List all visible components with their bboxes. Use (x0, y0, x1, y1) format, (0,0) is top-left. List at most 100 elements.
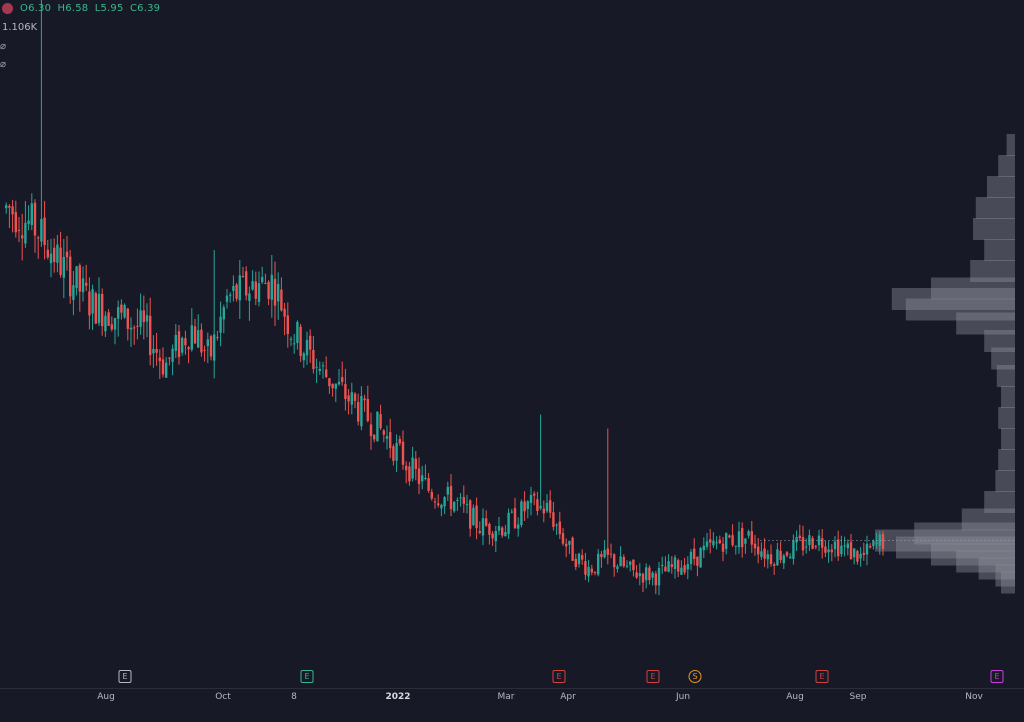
hide-indicator-icon[interactable]: ⌀ (0, 41, 7, 52)
candle-body (702, 545, 705, 551)
candle-body (609, 553, 613, 555)
candle-body (171, 348, 174, 362)
earnings-event-icon[interactable]: E (990, 670, 1004, 683)
candle-body (94, 293, 97, 324)
symbol-badge (2, 3, 13, 14)
candle-body (184, 338, 187, 346)
candle-body (177, 331, 181, 357)
candle-body (181, 338, 184, 353)
candle-body (664, 566, 667, 572)
candle-body (158, 357, 161, 362)
candle-body (737, 531, 741, 548)
earnings-event-icon[interactable]: E (300, 670, 314, 683)
volume-profile-bar (961, 508, 1015, 531)
candle-body (283, 308, 286, 317)
candle-body (325, 369, 328, 378)
candle-body (97, 293, 101, 324)
candle-body (357, 402, 360, 422)
volume-profile-bar (914, 522, 1015, 545)
candle-body (293, 343, 296, 345)
candle-body (667, 561, 670, 572)
candle-body (187, 347, 190, 350)
earnings-event-icon[interactable]: E (646, 670, 660, 683)
candle-body (709, 539, 712, 543)
candle-body (513, 508, 517, 529)
candle-body (651, 572, 654, 578)
candle-body (577, 553, 581, 565)
candle-body (433, 501, 437, 503)
candle-body (328, 378, 331, 387)
candle-body (869, 546, 872, 548)
candle-body (65, 251, 69, 258)
candle-body (430, 491, 433, 499)
candle-body (545, 502, 549, 512)
candle-body (321, 365, 325, 367)
volume-profile-bar (978, 557, 1015, 580)
candle-body (465, 503, 469, 505)
candle-body (750, 531, 753, 545)
candle-body (120, 304, 123, 313)
candle-body (216, 336, 219, 338)
candle-body (744, 538, 747, 544)
volume-label: 1.106K (2, 22, 38, 33)
candle-body (718, 539, 721, 544)
candle-body (475, 505, 478, 529)
candle-body (558, 521, 561, 535)
candle-body (142, 310, 145, 323)
candle-body (305, 339, 309, 356)
candle-body (318, 368, 321, 371)
volume-profile-bar (984, 239, 1015, 261)
candle-body (193, 326, 197, 344)
candle-body (312, 349, 315, 369)
candle-body (334, 383, 337, 389)
candle-body (776, 549, 779, 566)
candle-body (542, 508, 545, 514)
candle-body (705, 541, 709, 547)
candle-body (309, 335, 312, 350)
candle-body (8, 205, 11, 208)
candle-body (699, 548, 702, 568)
candle-body (302, 353, 305, 361)
candle-body (75, 266, 78, 289)
candle-body (616, 566, 619, 569)
candle-body (622, 556, 625, 567)
candle-body (350, 392, 353, 405)
candle-body (203, 349, 206, 351)
candle-body (353, 393, 357, 401)
candle-body (725, 533, 728, 549)
hide-indicator-icon[interactable]: ⌀ (0, 59, 7, 70)
candle-body (408, 466, 411, 482)
candle-body (49, 253, 53, 264)
candle-body (693, 548, 696, 560)
volume-profile-bar (891, 288, 1015, 310)
candle-body (37, 237, 40, 239)
earnings-event-icon[interactable]: E (552, 670, 566, 683)
split-event-icon[interactable]: S (688, 670, 702, 683)
volume-profile-bar (995, 470, 1015, 492)
candle-body (91, 289, 94, 314)
candle-body (200, 329, 203, 353)
candle-body (840, 545, 843, 555)
candle-body (129, 327, 133, 330)
candle-body (165, 362, 168, 378)
earnings-event-icon[interactable]: E (118, 670, 132, 683)
candle-body (533, 493, 536, 496)
candle-body (133, 327, 136, 329)
candle-body (597, 553, 600, 575)
candle-body (206, 339, 209, 347)
candle-body (382, 430, 385, 435)
candle-body (69, 256, 72, 297)
volume-profile-bar (1006, 134, 1015, 156)
candle-body (21, 235, 24, 239)
candle-body (517, 524, 520, 529)
candle-body (229, 294, 232, 296)
candle-body (689, 551, 693, 564)
candle-body (110, 324, 113, 330)
volume-profile-bar (998, 155, 1015, 177)
earnings-event-icon[interactable]: E (815, 670, 829, 683)
candle-body (149, 315, 152, 356)
candle-body (830, 549, 833, 553)
time-axis-label: Jun (675, 692, 691, 702)
